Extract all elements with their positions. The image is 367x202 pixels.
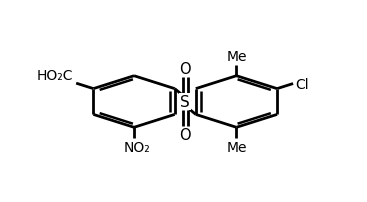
Text: O: O xyxy=(179,128,191,143)
Text: Me: Me xyxy=(226,140,247,154)
Text: Me: Me xyxy=(226,50,247,64)
Text: NO₂: NO₂ xyxy=(124,140,150,154)
Text: HO₂C: HO₂C xyxy=(37,68,73,82)
Text: Cl: Cl xyxy=(295,77,309,91)
Text: O: O xyxy=(179,61,191,76)
Text: S: S xyxy=(180,95,190,109)
